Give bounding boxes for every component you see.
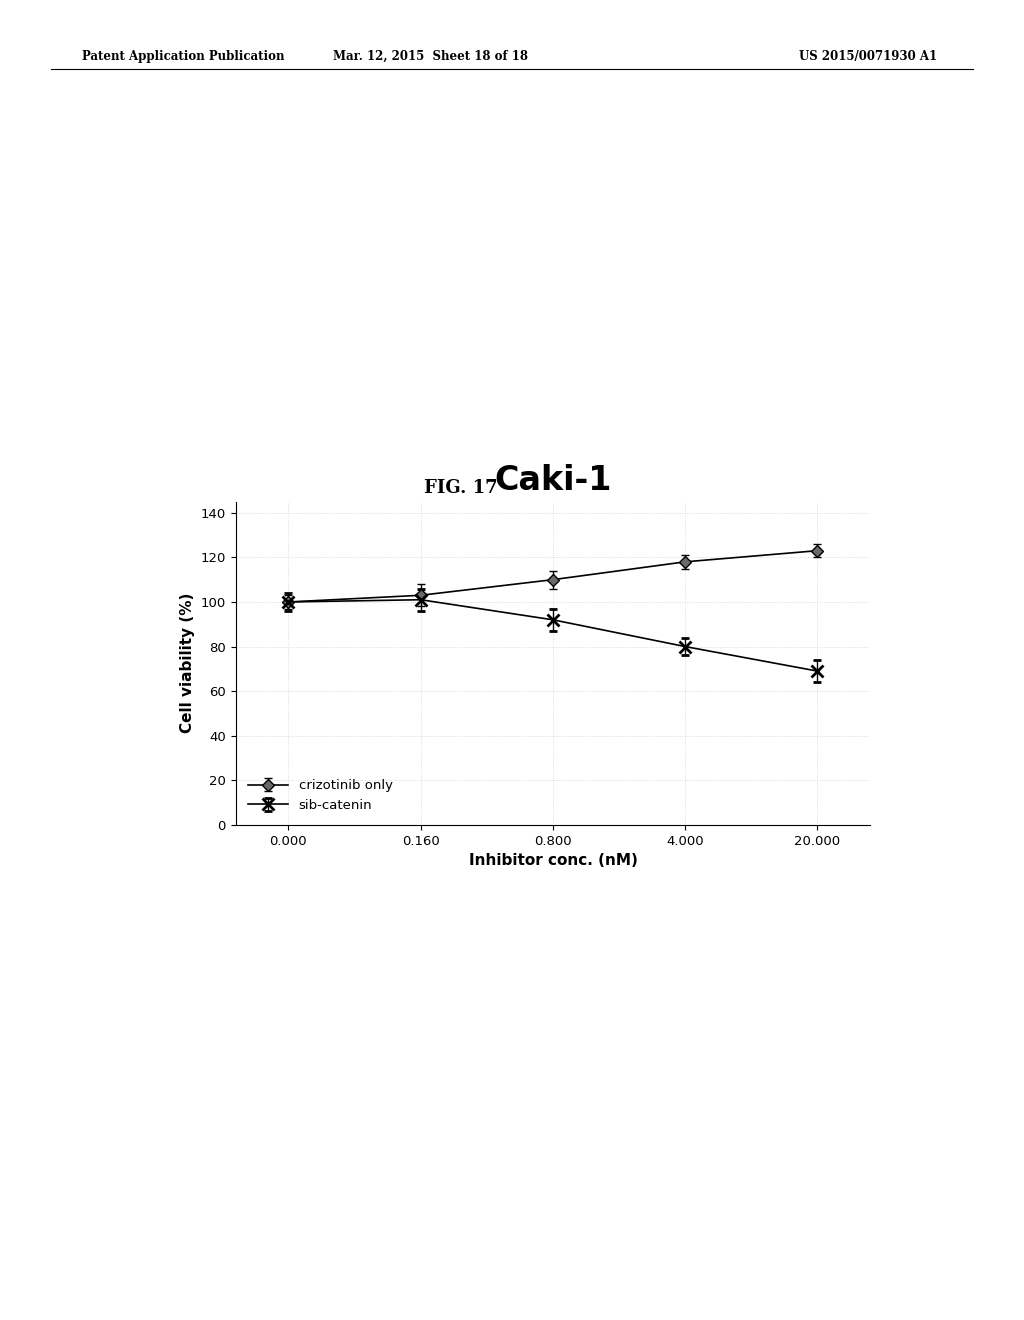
Y-axis label: Cell viability (%): Cell viability (%) (180, 593, 195, 734)
Title: Caki-1: Caki-1 (495, 465, 611, 498)
X-axis label: Inhibitor conc. (nM): Inhibitor conc. (nM) (469, 853, 637, 869)
Text: US 2015/0071930 A1: US 2015/0071930 A1 (799, 50, 937, 63)
Text: FIG. 17: FIG. 17 (424, 479, 498, 498)
Text: Mar. 12, 2015  Sheet 18 of 18: Mar. 12, 2015 Sheet 18 of 18 (333, 50, 527, 63)
Legend: crizotinib only, sib-catenin: crizotinib only, sib-catenin (249, 779, 392, 812)
Text: Patent Application Publication: Patent Application Publication (82, 50, 285, 63)
